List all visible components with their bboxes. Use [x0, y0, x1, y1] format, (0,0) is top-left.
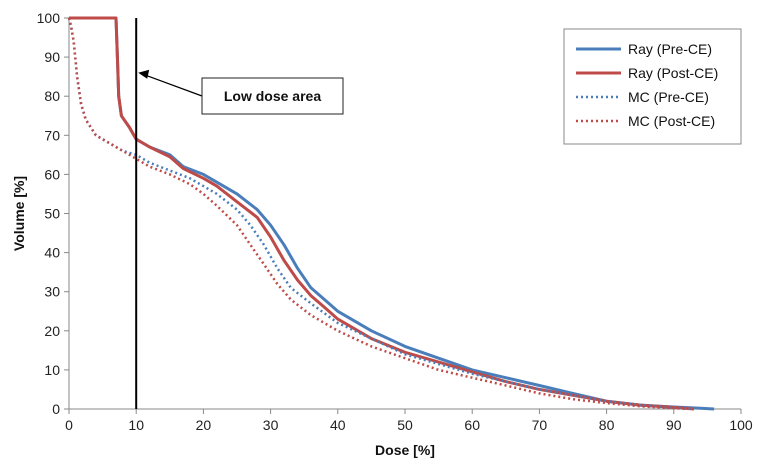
y-tick-label: 10	[44, 362, 60, 378]
x-tick-label: 50	[397, 417, 413, 433]
legend-entry-label: Ray (Pre-CE)	[628, 41, 712, 57]
axes	[64, 17, 742, 414]
x-tick-label: 0	[65, 417, 73, 433]
y-tick-label: 40	[44, 245, 60, 261]
series-layer	[67, 16, 715, 411]
x-axis-label: Dose [%]	[375, 442, 435, 458]
x-tick-label: 100	[729, 417, 753, 433]
legend-entry-label: MC (Post-CE)	[628, 113, 715, 129]
legend-entry-label: MC (Pre-CE)	[628, 89, 709, 105]
annotation-box	[201, 77, 344, 115]
y-tick-label: 90	[44, 49, 60, 65]
y-tick-label: 30	[44, 284, 60, 300]
annotation-layer: Low dose area	[138, 69, 344, 115]
x-tick-label: 20	[196, 417, 212, 433]
series-line-ray-post-ce	[69, 16, 695, 411]
y-tick-label: 50	[44, 206, 60, 222]
y-tick-label: 0	[52, 401, 60, 417]
annotation-label: Low dose area	[224, 88, 321, 104]
y-tick-label: 70	[44, 127, 60, 143]
y-tick-label: 60	[44, 166, 60, 182]
legend-entry-label: Ray (Post-CE)	[628, 65, 718, 81]
annotation-arrow-line	[143, 74, 203, 97]
x-tick-label: 70	[532, 417, 548, 433]
y-axis-label: Volume [%]	[11, 176, 27, 251]
legend: Ray (Pre-CE) Ray (Post-CE) MC (Pre-CE) MC (…	[563, 28, 742, 145]
y-tick-label: 20	[44, 323, 60, 339]
x-tick-label: 60	[464, 417, 480, 433]
y-tick-label: 100	[37, 10, 61, 26]
x-tick-label: 90	[666, 417, 682, 433]
x-tick-label: 10	[128, 417, 144, 433]
tick-labels: 0 10 20 30 40 50 60 70 80 90 100 0 10 20 30 40 50 60 70 80 9…	[37, 10, 753, 433]
x-tick-label: 30	[263, 417, 279, 433]
x-tick-label: 40	[330, 417, 346, 433]
annotation-arrowhead	[138, 69, 150, 79]
x-tick-label: 80	[599, 417, 615, 433]
y-tick-label: 80	[44, 88, 60, 104]
